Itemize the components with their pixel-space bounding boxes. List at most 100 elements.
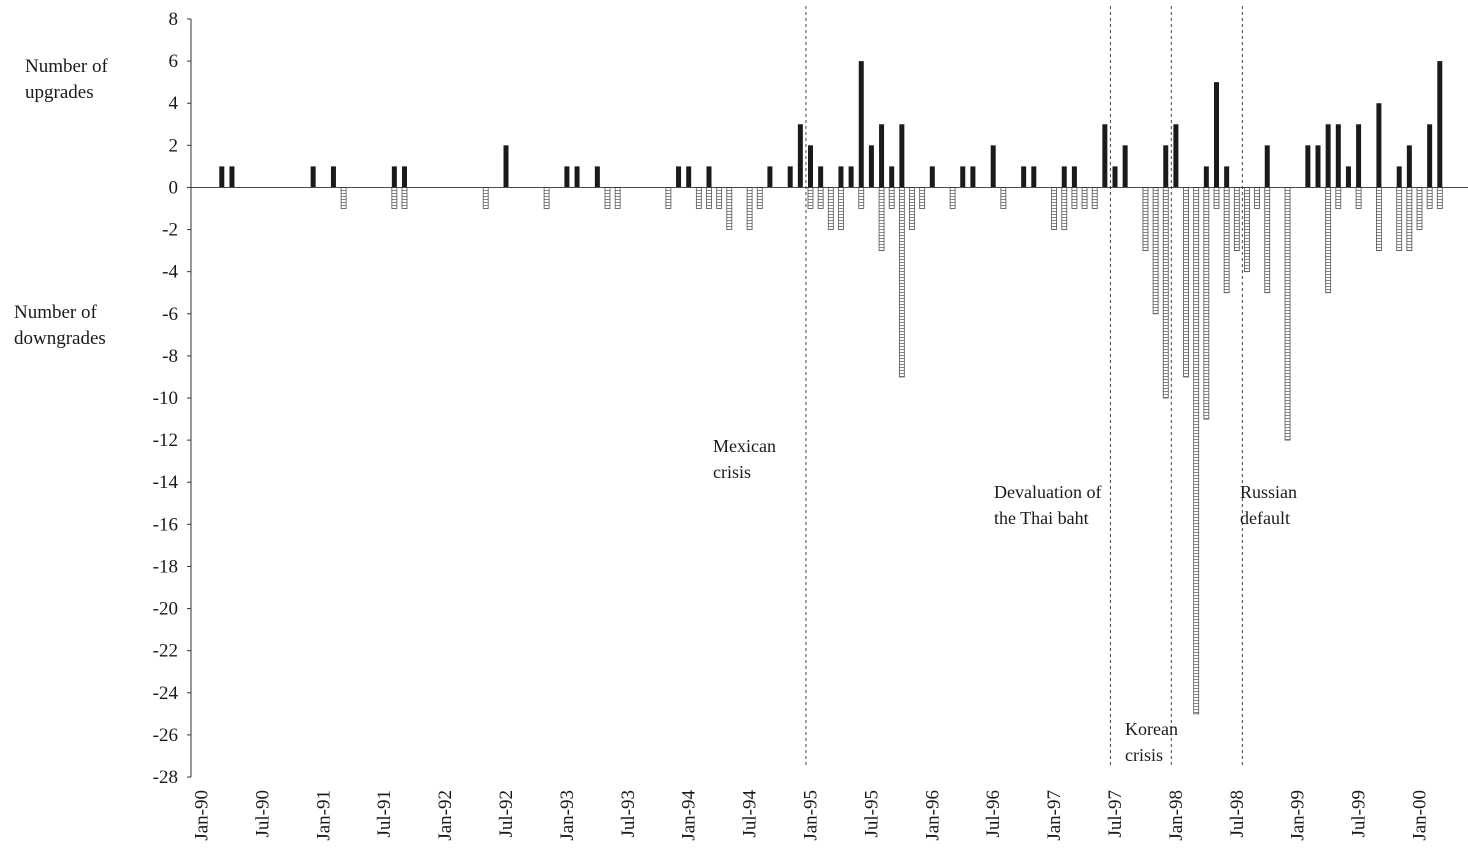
upgrade-bar — [1112, 166, 1118, 188]
downgrade-bar — [1183, 187, 1189, 378]
upgrade-bar — [391, 166, 397, 188]
downgrade-bar — [604, 187, 611, 209]
upgrade-bar — [676, 166, 682, 188]
upgrade-bar — [1214, 82, 1219, 188]
downgrade-bar — [401, 187, 408, 209]
x-tick-label: Jan-95 — [801, 790, 822, 841]
upgrade-bar — [594, 166, 600, 188]
downgrade-bar — [888, 187, 895, 209]
upgrade-bar — [929, 166, 935, 188]
annotation-russian-default: Russian default — [1240, 482, 1298, 528]
x-tick-label: Jul-91 — [374, 790, 395, 838]
downgrade-bar — [482, 187, 489, 209]
upgrade-bar — [686, 166, 692, 188]
x-tick-label: Jul-96 — [983, 790, 1004, 838]
downgrade-bar — [838, 187, 844, 230]
upgrade-bar — [1061, 166, 1067, 188]
upgrade-bar — [1264, 145, 1270, 188]
downgrade-bar — [1193, 187, 1200, 715]
downgrade-bar — [1091, 187, 1098, 209]
y-tick-label: -14 — [153, 472, 179, 493]
x-tick-labels: Jan-90 Jul-90 Jan-91 Jul-91 Jan-92 Jul-92 Jan-… — [192, 790, 1431, 841]
y-tick-label: -24 — [153, 683, 179, 704]
upgrade-bar — [767, 166, 773, 188]
downgrade-bar — [1000, 187, 1007, 209]
y-tick-label: -28 — [153, 767, 178, 788]
downgrade-bar — [1355, 187, 1362, 209]
upgrade-bar — [229, 166, 235, 188]
y-tick-label: 0 — [169, 177, 179, 198]
upgrade-bar — [1437, 61, 1443, 188]
upgrade-bar — [1305, 145, 1311, 188]
y-tick-label: -22 — [153, 641, 178, 662]
x-tick-label: Jul-97 — [1105, 790, 1126, 838]
upgrade-bar — [1071, 166, 1077, 188]
upgrade-bar — [899, 124, 905, 188]
downgrade-bar — [1081, 187, 1088, 209]
downgrade-bar — [1223, 187, 1230, 294]
upgrade-bar — [310, 166, 316, 188]
upgrade-bar — [503, 145, 509, 188]
upgrade-bar — [330, 166, 336, 188]
y-tick-label: -2 — [162, 220, 178, 241]
x-tick-label: Jan-98 — [1166, 790, 1187, 841]
x-tick-label: Jul-99 — [1349, 790, 1370, 838]
y-tick-label: -20 — [153, 599, 178, 620]
y-tick-labels: 8 6 4 2 0 -2 -4 -6 -8 -10 -12 -14 -16 -18 -20 -22 -24 -26… — [153, 9, 191, 788]
downgrade-bar — [898, 187, 905, 378]
downgrade-bar — [614, 187, 621, 209]
upgrade-bar — [1325, 124, 1331, 188]
bars — [219, 61, 1443, 715]
x-tick-label: Jan-00 — [1410, 790, 1431, 841]
upgrade-bar — [1163, 145, 1169, 188]
x-tick-label: Jan-96 — [922, 790, 943, 841]
downgrade-bar — [858, 187, 865, 209]
upgrade-bar — [858, 61, 864, 188]
y-tick-label: 2 — [169, 135, 179, 156]
x-tick-label: Jan-92 — [435, 790, 456, 841]
downgrade-bar — [1376, 187, 1382, 252]
y-tick-label: -4 — [162, 262, 178, 283]
downgrade-bar — [1416, 187, 1423, 230]
downgrade-bar — [1396, 187, 1403, 252]
downgrade-bar — [746, 187, 753, 230]
upgrades-axis-label: Number of upgrades — [25, 56, 108, 103]
y-tick-label: -18 — [153, 556, 178, 577]
x-tick-label: Jul-98 — [1227, 790, 1248, 838]
annotation-korean-crisis: Korean crisis — [1125, 719, 1178, 765]
upgrade-bar — [1335, 124, 1341, 188]
downgrade-bar — [340, 187, 347, 209]
upgrade-bar — [787, 166, 793, 188]
downgrade-bar — [1264, 187, 1271, 294]
upgrade-bar — [1203, 166, 1209, 188]
x-tick-label: Jul-92 — [496, 790, 517, 838]
upgrade-bar — [402, 166, 407, 188]
upgrade-bar — [1102, 124, 1108, 188]
annotation-mexican-crisis: Mexican crisis — [713, 436, 776, 482]
x-tick-label: Jan-94 — [679, 790, 700, 841]
upgrade-bar — [1224, 166, 1230, 188]
y-tick-label: -16 — [153, 514, 178, 535]
x-tick-label: Jul-93 — [618, 790, 639, 838]
downgrade-bar — [391, 187, 398, 209]
x-tick-label: Jul-94 — [740, 790, 761, 838]
downgrade-bar — [827, 187, 834, 230]
y-tick-label: -10 — [153, 388, 178, 409]
downgrade-bar — [1406, 187, 1413, 252]
downgrade-bar — [1051, 187, 1057, 230]
annotation-thai-baht: Devaluation of the Thai baht — [994, 482, 1102, 528]
downgrade-bar — [1436, 187, 1443, 209]
upgrade-bar — [1345, 166, 1351, 188]
downgrade-bar — [817, 187, 824, 209]
downgrade-bar — [756, 187, 763, 209]
upgrade-bar — [1427, 124, 1433, 188]
axes — [190, 19, 1468, 777]
downgrade-bar — [726, 187, 733, 230]
downgrade-bar — [1142, 187, 1149, 252]
upgrade-bar — [1396, 166, 1402, 188]
upgrade-bar — [808, 145, 813, 188]
downgrade-bar — [878, 187, 885, 252]
y-tick-label: 6 — [169, 51, 179, 72]
downgrade-bar — [1325, 187, 1332, 294]
